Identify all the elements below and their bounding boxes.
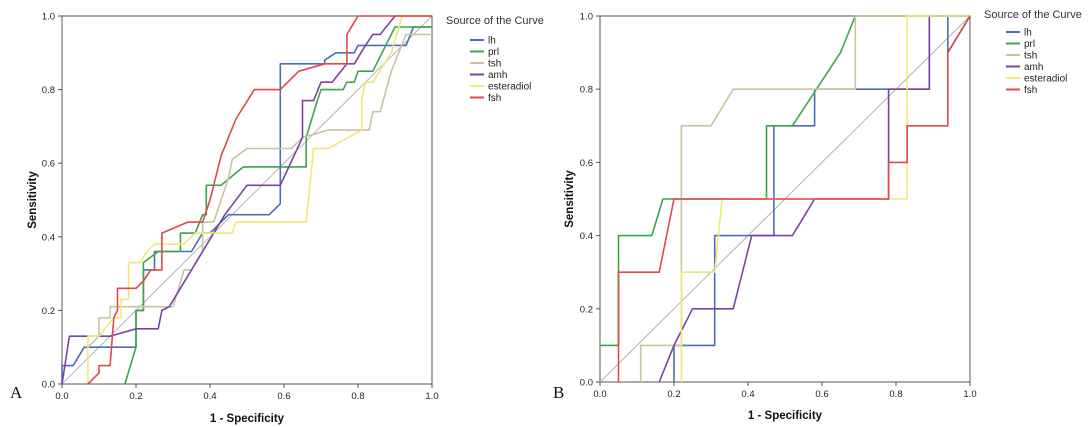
x-axis-label-a: 1 - Specificity [210,413,285,425]
legend-title-a: Source of the Curve [446,15,544,27]
y-tick-label: 0.0 [580,378,593,389]
reference-diagonal-a [61,15,433,385]
y-tick-label: 0.8 [42,85,55,96]
x-tick-label: 0.8 [351,391,364,402]
x-tick-label: 1.0 [425,391,438,402]
y-ticks-a: 0.0 0.2 0.4 0.6 0.8 1.0 [42,12,62,391]
legend-label-prl-b: prl [1024,39,1035,50]
legend-label-tsh-b: tsh [1024,51,1037,62]
series-line-prl-b [600,15,970,347]
panel-label-a: A [10,383,23,402]
y-tick-label: 0.6 [580,158,593,169]
series-layer-a [61,15,432,385]
y-axis-label-b: Sensitivity [564,170,576,228]
legend-label-esteradiol-a: esteradiol [488,82,531,93]
series-line-prl-a [124,26,432,385]
y-tick-label: 0.6 [42,159,55,170]
series-line-tsh-a [87,33,432,348]
x-ticks-a: 0.0 0.2 0.4 0.6 0.8 1.0 [55,384,439,402]
legend-label-fsh-b: fsh [1024,85,1037,96]
series-layer-b [600,15,971,383]
x-axis-label-b: 1 - Specificity [748,410,823,422]
series-line-fsh-a [87,15,432,385]
y-tick-label: 0.0 [42,380,55,391]
legend-label-esteradiol-b: esteradiol [1024,74,1067,85]
series-line-tsh-b [639,15,970,382]
y-tick-label: 0.2 [42,306,55,317]
y-ticks-b: 0.0 0.2 0.4 0.6 0.8 1.0 [580,12,600,389]
y-tick-label: 0.4 [42,232,55,243]
y-tick-label: 1.0 [42,12,55,23]
series-line-amh-b [658,15,970,383]
plot-area-a [61,15,433,385]
roc-chart-b: 0.0 0.2 0.4 0.6 0.8 1.0 0.0 0.2 0.4 0.6 0.8 1.0 1 … [553,9,1082,422]
legend-label-amh-a: amh [488,70,507,81]
legend-title-b: Source of the Curve [984,9,1082,21]
plot-area-b [599,15,971,383]
x-ticks-b: 0.0 0.2 0.4 0.6 0.8 1.0 [593,382,977,400]
x-tick-label: 0.0 [55,391,68,402]
y-tick-label: 0.2 [580,304,593,315]
legend-label-lh-a: lh [488,36,496,47]
x-tick-label: 0.4 [203,391,216,402]
y-tick-label: 1.0 [580,12,593,23]
series-line-fsh-b [617,15,971,382]
x-tick-label: 0.8 [889,389,902,400]
roc-chart-a: 0.0 0.2 0.4 0.6 0.8 1.0 0.0 0.2 0.4 0.6 0.8 1.0 1 … [10,12,544,426]
x-tick-label: 0.0 [593,389,606,400]
series-line-lh-a [61,26,432,384]
x-tick-label: 0.6 [815,389,828,400]
legend-a: Source of the Curve lhprltshamhesteradio… [446,15,544,104]
x-tick-label: 0.6 [277,391,290,402]
x-tick-label: 0.2 [667,389,680,400]
legend-label-fsh-a: fsh [488,93,501,104]
legend-label-amh-b: amh [1024,62,1043,73]
series-line-amh-a [61,15,432,385]
y-axis-label-a: Sensitivity [27,171,39,229]
y-tick-label: 0.8 [580,85,593,96]
x-tick-label: 0.2 [129,391,142,402]
legend-b: Source of the Curve lhprltshamhesteradio… [984,9,1082,96]
series-line-esteradiol-a [87,15,432,384]
y-tick-label: 0.4 [580,231,593,242]
legend-label-lh-b: lh [1024,28,1032,39]
legend-label-prl-a: prl [488,47,499,58]
x-tick-label: 0.4 [741,389,754,400]
legend-label-tsh-a: tsh [488,59,501,70]
x-tick-label: 1.0 [963,389,976,400]
panel-label-b: B [553,383,564,402]
